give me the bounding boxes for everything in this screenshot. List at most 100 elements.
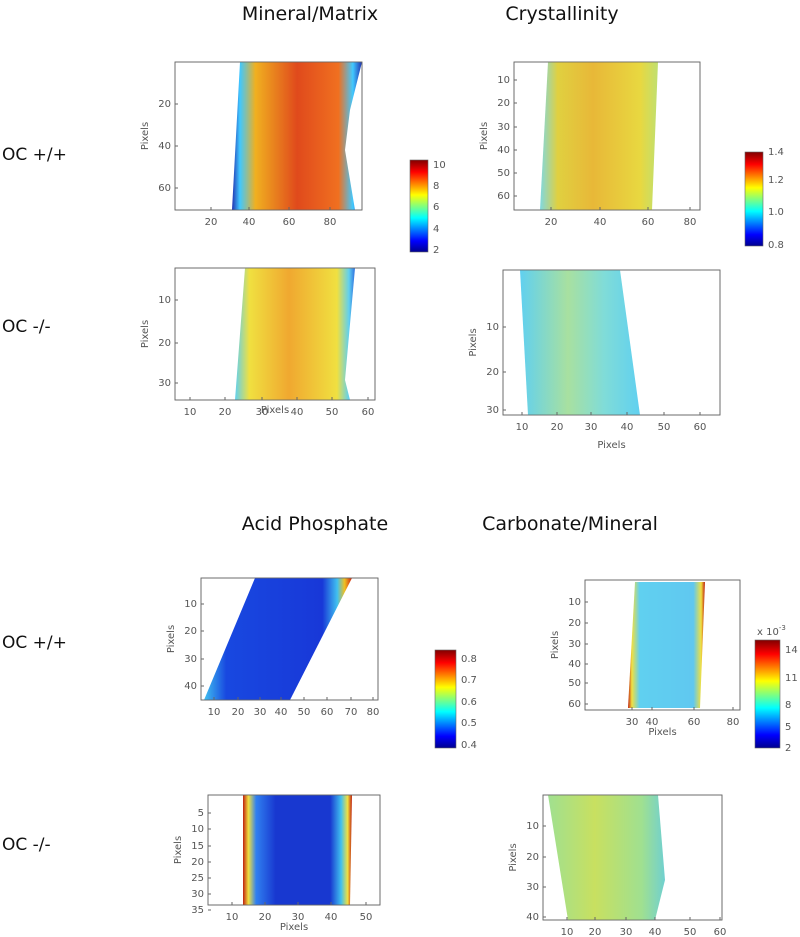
y-axis-label: Pixels <box>468 328 479 356</box>
x-tick-label: 70 <box>345 707 358 718</box>
y-tick-label: 40 <box>497 145 510 156</box>
heatmap <box>232 62 362 210</box>
y-tick-label: 15 <box>191 841 204 852</box>
x-tick-label: 20 <box>545 217 558 228</box>
column-title: Crystallinity <box>505 3 618 25</box>
x-tick-label: 30 <box>254 707 267 718</box>
y-axis-label: Pixels <box>140 320 151 348</box>
x-tick-label: 30 <box>585 422 598 433</box>
x-tick-label: 30 <box>626 717 639 728</box>
colorbar-tick-label: 2 <box>433 245 439 256</box>
panel: 10 20 30 40 50 60 70 80 10 20 30 40 Pixels 0.8 0.7 0.6 0… <box>166 577 477 751</box>
x-tick-label: 80 <box>367 707 380 718</box>
x-tick-label: 20 <box>589 927 602 937</box>
y-tick-label: 10 <box>486 322 499 333</box>
y-axis-label: Pixels <box>550 631 561 659</box>
plot-border <box>207 794 381 906</box>
x-tick-label: 20 <box>232 707 245 718</box>
y-tick-label: 50 <box>568 678 581 689</box>
x-tick-label: 60 <box>694 422 707 433</box>
panel: 20 40 60 80 20 40 60 Pixels 10 8 6 4 2 <box>140 61 446 256</box>
column-title: Acid Phosphate <box>242 513 388 535</box>
scale-base: x 10 <box>757 627 779 638</box>
y-tick-label: 40 <box>568 659 581 670</box>
x-tick-label: 60 <box>688 717 701 728</box>
panel: 10 20 30 40 50 60 10 20 30 40 Pixels <box>508 794 727 937</box>
y-axis-label: Pixels <box>479 122 490 150</box>
y-tick-label: 30 <box>568 639 581 650</box>
colorbar-tick-label: 6 <box>433 202 439 213</box>
y-tick-label: 20 <box>486 367 499 378</box>
y-tick-label: 40 <box>184 681 197 692</box>
y-tick-label: 20 <box>526 852 539 863</box>
y-tick-label: 10 <box>191 824 204 835</box>
colorbar <box>434 649 457 749</box>
x-tick-label: 40 <box>243 217 256 228</box>
y-tick-label: 40 <box>158 141 171 152</box>
colorbar-tick-label: 11 <box>785 673 798 684</box>
colorbar-tick-label: 2 <box>785 743 791 754</box>
x-tick-label: 20 <box>205 217 218 228</box>
x-tick-label: 60 <box>321 707 334 718</box>
x-tick-label: 50 <box>658 422 671 433</box>
x-tick-label: 40 <box>594 217 607 228</box>
y-tick-label: 60 <box>497 191 510 202</box>
y-tick-label: 20 <box>158 99 171 110</box>
x-axis-label: Pixels <box>261 405 289 416</box>
heatmap <box>204 578 352 700</box>
y-axis-label: Pixels <box>140 122 151 150</box>
x-tick-label: 30 <box>620 927 633 937</box>
colorbar-tick-label: 0.6 <box>461 697 477 708</box>
x-tick-label: 40 <box>275 707 288 718</box>
x-tick-label: 40 <box>646 717 659 728</box>
colorbar <box>754 639 781 749</box>
x-tick-label: 10 <box>184 407 197 418</box>
y-tick-label: 10 <box>158 295 171 306</box>
colorbar-tick-label: 5 <box>785 722 791 733</box>
panel: 30 40 60 80 10 20 30 40 50 60 Pixels Pixels 14 11 8 5 2 x… <box>550 579 798 754</box>
y-axis-label: Pixels <box>166 625 177 653</box>
x-tick-label: 10 <box>208 707 221 718</box>
x-tick-label: 40 <box>621 422 634 433</box>
x-tick-label: 10 <box>226 912 239 923</box>
y-tick-label: 50 <box>497 168 510 179</box>
plot-border <box>502 269 721 416</box>
x-tick-label: 50 <box>684 927 697 937</box>
colorbar-tick-label: 0.4 <box>461 740 477 751</box>
y-tick-label: 30 <box>526 882 539 893</box>
row-label: OC +/+ <box>2 145 67 165</box>
y-tick-label: 10 <box>497 75 510 86</box>
y-tick-label: 20 <box>497 98 510 109</box>
y-tick-label: 25 <box>191 873 204 884</box>
colorbar-scale: x 10-3 <box>757 624 786 638</box>
plot-border <box>200 577 379 701</box>
x-tick-label: 40 <box>291 407 304 418</box>
x-tick-label: 60 <box>714 927 727 937</box>
heatmap <box>520 270 640 415</box>
x-tick-label: 80 <box>727 717 740 728</box>
x-tick-label: 50 <box>326 407 339 418</box>
y-tick-label: 10 <box>184 599 197 610</box>
x-tick-label: 50 <box>298 707 311 718</box>
colorbar-tick-label: 1.4 <box>768 147 784 158</box>
plot-border <box>174 267 376 401</box>
y-axis-label: Pixels <box>173 836 184 864</box>
plot-border <box>513 61 701 211</box>
y-tick-label: 60 <box>158 183 171 194</box>
x-tick-label: 60 <box>362 407 375 418</box>
panel: 10 20 30 40 50 5 10 15 20 25 30 35 Pixels Pixels <box>173 794 381 933</box>
x-tick-label: 80 <box>684 217 697 228</box>
y-tick-label: 30 <box>486 405 499 416</box>
x-axis-label: Pixels <box>280 922 308 933</box>
colorbar-tick-label: 10 <box>433 160 446 171</box>
y-tick-label: 30 <box>158 378 171 389</box>
row-label: OC -/- <box>2 835 51 855</box>
y-tick-label: 5 <box>198 808 204 819</box>
y-tick-label: 35 <box>191 905 204 916</box>
colorbar-tick-label: 0.5 <box>461 718 477 729</box>
y-tick-label: 60 <box>568 699 581 710</box>
y-tick-label: 30 <box>184 654 197 665</box>
